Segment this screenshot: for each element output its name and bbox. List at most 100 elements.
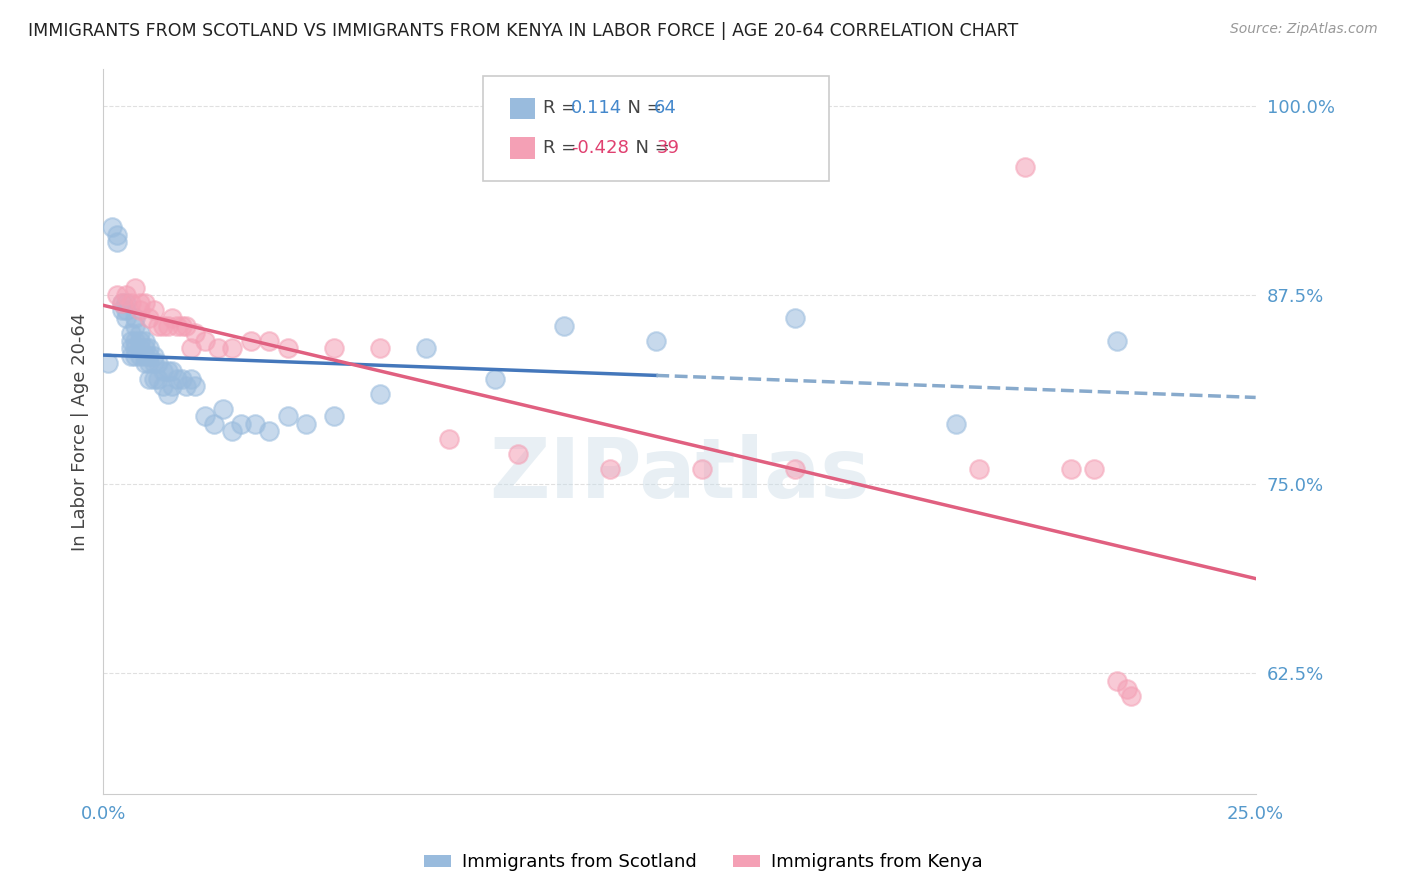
Point	[368, 386, 391, 401]
Point	[415, 341, 437, 355]
Point	[129, 334, 152, 348]
Point	[945, 417, 967, 431]
Text: -0.428: -0.428	[571, 139, 628, 157]
Point	[120, 334, 142, 348]
Point	[162, 379, 184, 393]
Point	[212, 401, 235, 416]
Point	[277, 409, 299, 424]
Point	[134, 341, 156, 355]
Point	[1121, 689, 1143, 703]
Point	[129, 296, 152, 310]
Point	[110, 296, 132, 310]
Point	[207, 341, 229, 355]
Point	[506, 447, 529, 461]
Point	[156, 318, 179, 333]
Point	[184, 326, 207, 340]
Point	[105, 288, 128, 302]
Point	[124, 311, 146, 326]
Point	[221, 425, 243, 439]
Point	[180, 371, 202, 385]
Point	[484, 371, 506, 385]
Point	[115, 311, 138, 326]
Point	[162, 311, 184, 326]
Point	[129, 341, 152, 355]
Point	[134, 349, 156, 363]
Point	[152, 379, 174, 393]
Point	[231, 417, 253, 431]
Point	[115, 288, 138, 302]
Point	[277, 341, 299, 355]
FancyBboxPatch shape	[510, 97, 536, 120]
Y-axis label: In Labor Force | Age 20-64: In Labor Force | Age 20-64	[72, 312, 89, 550]
Point	[322, 409, 344, 424]
Point	[1115, 681, 1137, 696]
Point	[148, 371, 170, 385]
Point	[142, 371, 165, 385]
Text: Source: ZipAtlas.com: Source: ZipAtlas.com	[1230, 22, 1378, 37]
Point	[134, 296, 156, 310]
Point	[138, 311, 160, 326]
Point	[156, 364, 179, 378]
Point	[162, 364, 184, 378]
Point	[138, 371, 160, 385]
Point	[152, 364, 174, 378]
Text: ZIPatlas: ZIPatlas	[489, 434, 870, 516]
Point	[156, 386, 179, 401]
Point	[134, 356, 156, 370]
Point	[184, 379, 207, 393]
Point	[120, 296, 142, 310]
Point	[967, 462, 990, 476]
Point	[105, 227, 128, 242]
Point	[97, 356, 120, 370]
Point	[142, 303, 165, 318]
Point	[148, 318, 170, 333]
Point	[783, 462, 806, 476]
Text: N =: N =	[616, 99, 668, 118]
Text: 64: 64	[654, 99, 676, 118]
Point	[692, 462, 714, 476]
Point	[101, 220, 124, 235]
Point	[180, 341, 202, 355]
Legend: Immigrants from Scotland, Immigrants from Kenya: Immigrants from Scotland, Immigrants fro…	[416, 847, 990, 879]
Point	[124, 341, 146, 355]
Point	[138, 341, 160, 355]
Point	[138, 356, 160, 370]
Point	[783, 311, 806, 326]
Point	[437, 432, 460, 446]
Point	[134, 334, 156, 348]
FancyBboxPatch shape	[510, 137, 536, 160]
Point	[257, 334, 280, 348]
Point	[221, 341, 243, 355]
Point	[174, 379, 197, 393]
Point	[245, 417, 267, 431]
Text: 39: 39	[657, 139, 679, 157]
Point	[170, 318, 193, 333]
Point	[115, 303, 138, 318]
Point	[138, 349, 160, 363]
Point	[120, 341, 142, 355]
Point	[599, 462, 621, 476]
Text: R =: R =	[543, 99, 582, 118]
Point	[193, 409, 215, 424]
Point	[129, 303, 152, 318]
Point	[110, 296, 132, 310]
Point	[1107, 673, 1129, 688]
Point	[120, 349, 142, 363]
Point	[166, 371, 188, 385]
Point	[110, 303, 132, 318]
Point	[124, 318, 146, 333]
Point	[322, 341, 344, 355]
Point	[152, 318, 174, 333]
Point	[257, 425, 280, 439]
Point	[1107, 334, 1129, 348]
Point	[368, 341, 391, 355]
Text: N =: N =	[624, 139, 675, 157]
Point	[124, 281, 146, 295]
Point	[129, 349, 152, 363]
Point	[202, 417, 225, 431]
FancyBboxPatch shape	[484, 76, 830, 181]
Point	[142, 356, 165, 370]
Point	[124, 334, 146, 348]
Point	[124, 349, 146, 363]
Point	[115, 296, 138, 310]
